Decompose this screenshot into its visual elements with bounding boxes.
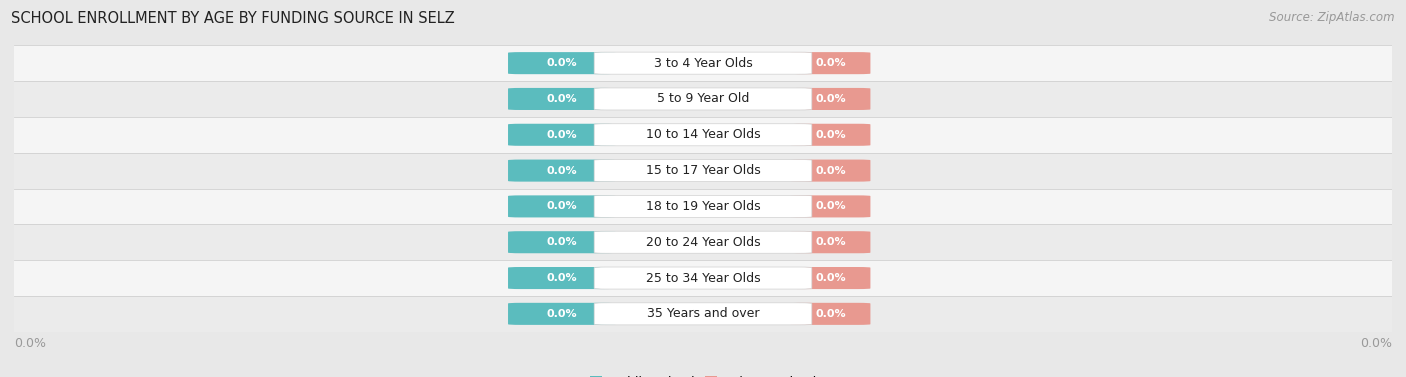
FancyBboxPatch shape (14, 188, 1392, 224)
FancyBboxPatch shape (790, 303, 870, 325)
FancyBboxPatch shape (595, 267, 811, 289)
FancyBboxPatch shape (595, 88, 811, 110)
Text: 0.0%: 0.0% (815, 237, 846, 247)
Text: SCHOOL ENROLLMENT BY AGE BY FUNDING SOURCE IN SELZ: SCHOOL ENROLLMENT BY AGE BY FUNDING SOUR… (11, 11, 456, 26)
FancyBboxPatch shape (14, 260, 1392, 296)
Text: 20 to 24 Year Olds: 20 to 24 Year Olds (645, 236, 761, 249)
Text: 0.0%: 0.0% (547, 130, 576, 140)
FancyBboxPatch shape (595, 231, 811, 253)
FancyBboxPatch shape (595, 195, 811, 218)
FancyBboxPatch shape (790, 231, 870, 253)
Text: 0.0%: 0.0% (815, 273, 846, 283)
FancyBboxPatch shape (508, 195, 616, 218)
FancyBboxPatch shape (508, 231, 616, 253)
Text: 0.0%: 0.0% (815, 130, 846, 140)
FancyBboxPatch shape (14, 81, 1392, 117)
Text: 0.0%: 0.0% (1360, 337, 1392, 350)
Text: 0.0%: 0.0% (547, 58, 576, 68)
FancyBboxPatch shape (790, 159, 870, 182)
Text: 0.0%: 0.0% (815, 94, 846, 104)
FancyBboxPatch shape (14, 117, 1392, 153)
Text: 0.0%: 0.0% (815, 166, 846, 176)
Text: 0.0%: 0.0% (547, 309, 576, 319)
FancyBboxPatch shape (14, 45, 1392, 81)
Text: 0.0%: 0.0% (815, 201, 846, 211)
Text: 0.0%: 0.0% (815, 58, 846, 68)
FancyBboxPatch shape (790, 267, 870, 289)
FancyBboxPatch shape (508, 159, 616, 182)
Text: 25 to 34 Year Olds: 25 to 34 Year Olds (645, 271, 761, 285)
FancyBboxPatch shape (14, 153, 1392, 188)
FancyBboxPatch shape (790, 124, 870, 146)
Text: Source: ZipAtlas.com: Source: ZipAtlas.com (1270, 11, 1395, 24)
FancyBboxPatch shape (790, 88, 870, 110)
Text: 0.0%: 0.0% (14, 337, 46, 350)
FancyBboxPatch shape (508, 88, 616, 110)
FancyBboxPatch shape (790, 52, 870, 74)
Text: 35 Years and over: 35 Years and over (647, 307, 759, 320)
Text: 0.0%: 0.0% (547, 237, 576, 247)
FancyBboxPatch shape (595, 124, 811, 146)
Text: 0.0%: 0.0% (547, 273, 576, 283)
Legend: Public School, Private School: Public School, Private School (589, 375, 817, 377)
Text: 10 to 14 Year Olds: 10 to 14 Year Olds (645, 128, 761, 141)
FancyBboxPatch shape (595, 52, 811, 74)
FancyBboxPatch shape (508, 303, 616, 325)
FancyBboxPatch shape (508, 124, 616, 146)
Text: 3 to 4 Year Olds: 3 to 4 Year Olds (654, 57, 752, 70)
Text: 5 to 9 Year Old: 5 to 9 Year Old (657, 92, 749, 106)
FancyBboxPatch shape (14, 224, 1392, 260)
FancyBboxPatch shape (595, 303, 811, 325)
FancyBboxPatch shape (508, 52, 616, 74)
FancyBboxPatch shape (14, 296, 1392, 332)
Text: 15 to 17 Year Olds: 15 to 17 Year Olds (645, 164, 761, 177)
Text: 0.0%: 0.0% (547, 201, 576, 211)
FancyBboxPatch shape (595, 159, 811, 182)
Text: 0.0%: 0.0% (547, 94, 576, 104)
Text: 0.0%: 0.0% (815, 309, 846, 319)
Text: 0.0%: 0.0% (547, 166, 576, 176)
Text: 18 to 19 Year Olds: 18 to 19 Year Olds (645, 200, 761, 213)
FancyBboxPatch shape (790, 195, 870, 218)
FancyBboxPatch shape (508, 267, 616, 289)
